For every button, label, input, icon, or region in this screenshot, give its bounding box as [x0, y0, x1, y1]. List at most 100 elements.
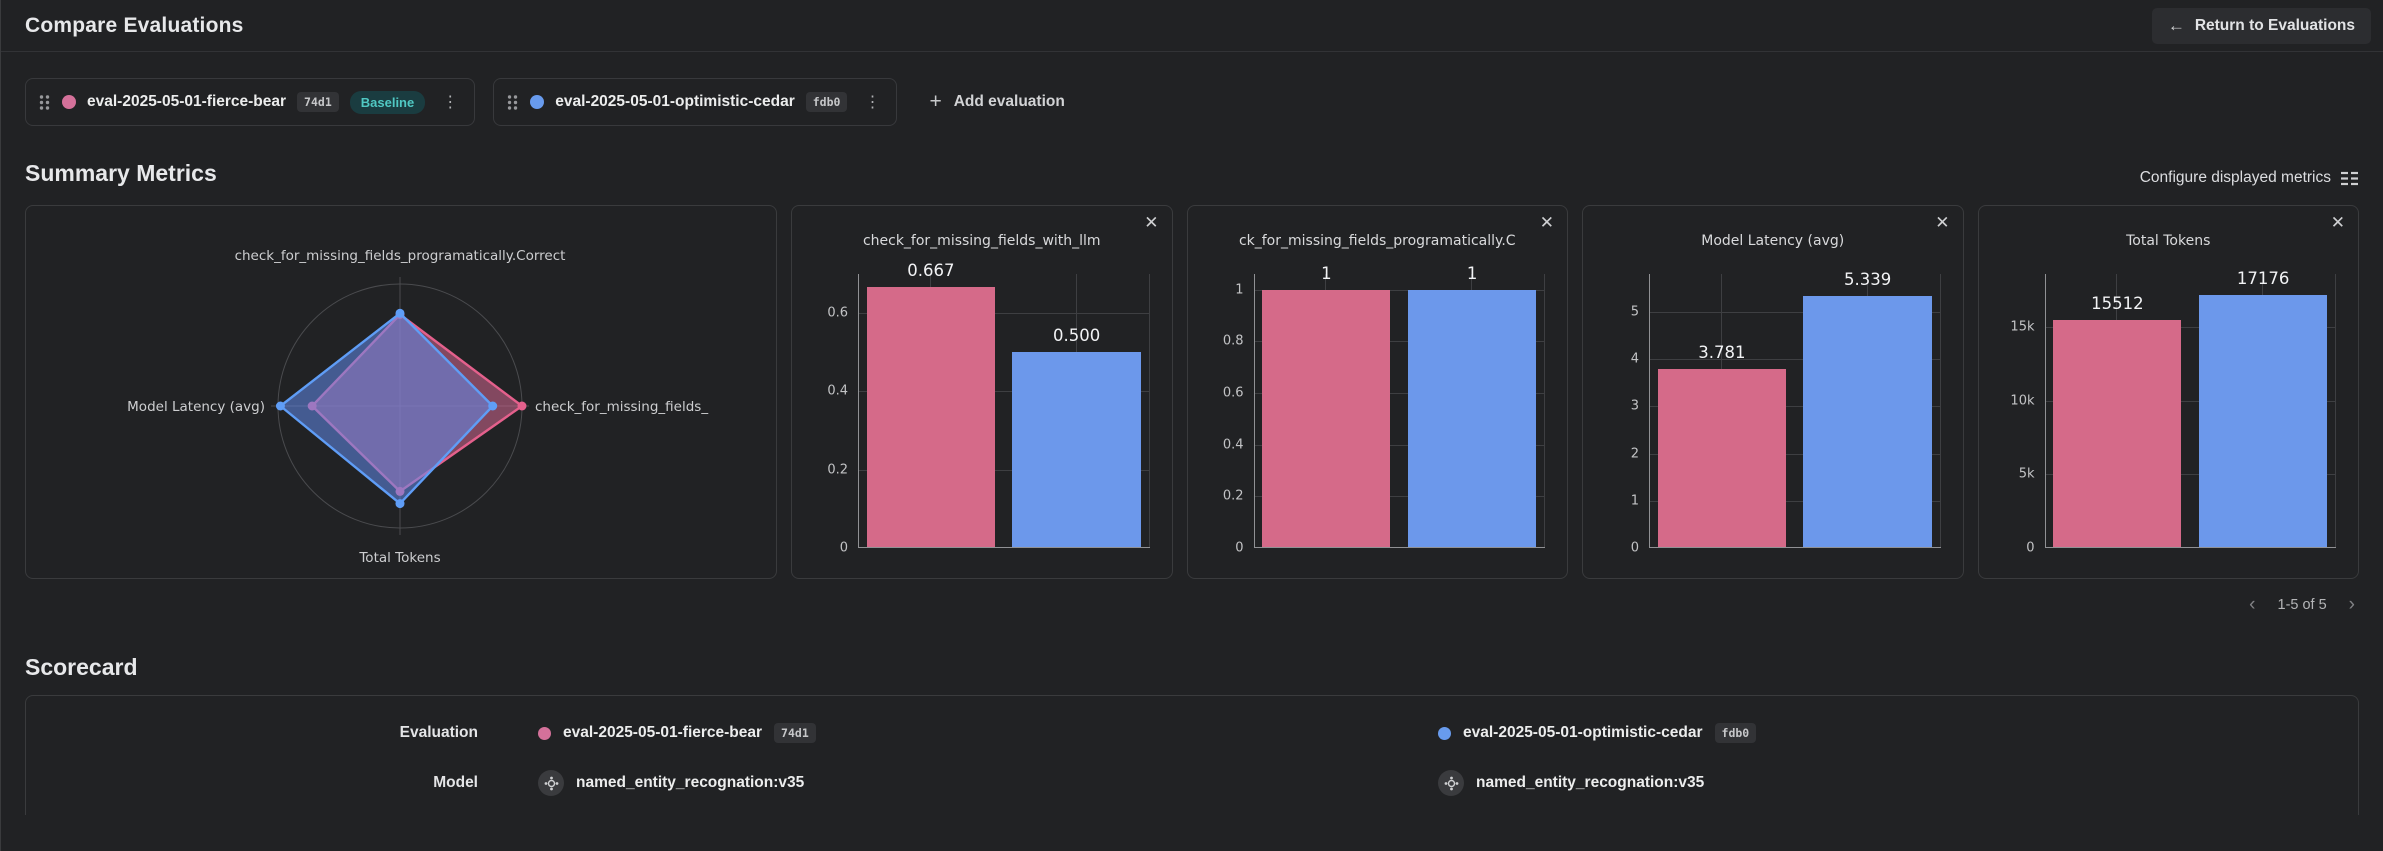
- bar-value-label: 0.667: [907, 260, 955, 280]
- close-icon[interactable]: ✕: [1539, 213, 1554, 232]
- radar-vertex-dot: [275, 401, 285, 411]
- scorecard-model-link[interactable]: named_entity_recognation:v35: [1402, 770, 2358, 796]
- chart-title-text: ck_for_missing_fields_programatically.C: [1238, 233, 1516, 249]
- add-evaluation-label: Add evaluation: [953, 93, 1065, 110]
- summary-metric-charts: check_for_missing_fields_programatically…: [1, 187, 2383, 579]
- kebab-menu-icon[interactable]: ⋮: [864, 94, 881, 111]
- x-axis-line: [1649, 547, 1941, 548]
- y-tick-label: 2: [1630, 446, 1639, 462]
- y-tick-label: 0.2: [1222, 488, 1244, 504]
- bar: [866, 286, 995, 547]
- summary-metrics-title: Summary Metrics: [25, 160, 217, 186]
- bar-value-label: 17176: [2236, 268, 2290, 288]
- y-axis-line: [2044, 274, 2046, 548]
- scorecard-eval-link[interactable]: eval-2025-05-01-fierce-bear 74d1: [502, 723, 1402, 743]
- y-tick-label: 0.2: [827, 462, 848, 478]
- gridline: [2335, 274, 2336, 548]
- previous-page-icon[interactable]: ‹: [2249, 594, 2256, 615]
- y-axis-line: [1649, 274, 1650, 548]
- bar-value-label: 3.781: [1698, 343, 1746, 363]
- radar-series-polygon: [279, 312, 494, 505]
- y-tick-label: 0: [1235, 540, 1244, 556]
- evaluation-chip[interactable]: eval-2025-05-01-optimistic-cedar fdb0 ⋮: [493, 78, 898, 126]
- gridline: [858, 469, 1150, 471]
- gridline: [1253, 392, 1545, 394]
- chart-title: ck_for_missing_fields_programatically.C: [1188, 233, 1568, 249]
- close-icon[interactable]: ✕: [1935, 213, 1950, 232]
- bar-chart-card: ✕ Model Latency (avg) 0 1 2 3 4 5 3.781 5.339: [1582, 205, 1964, 579]
- y-axis-line: [858, 274, 859, 548]
- chart-title: Total Tokens: [1979, 233, 2359, 249]
- bar: [1012, 352, 1141, 547]
- bar-value-label: 1: [1466, 263, 1478, 283]
- add-evaluation-button[interactable]: + Add evaluation: [915, 80, 1078, 124]
- y-tick-label: 0: [1630, 540, 1639, 556]
- y-tick-label: 0.6: [1222, 385, 1244, 401]
- row-label: Model: [433, 774, 478, 791]
- y-tick-label: 0: [2026, 540, 2035, 556]
- bar-value-label: 5.339: [1844, 269, 1892, 289]
- scorecard-eval-link[interactable]: eval-2025-05-01-optimistic-cedar fdb0: [1402, 723, 2358, 743]
- plus-icon: +: [929, 90, 942, 113]
- chart-title-text: Total Tokens: [2126, 233, 2211, 249]
- eval-name: eval-2025-05-01-fierce-bear: [563, 724, 763, 741]
- return-to-evaluations-button[interactable]: ← Return to Evaluations: [2151, 7, 2371, 44]
- page-title: Compare Evaluations: [25, 13, 244, 37]
- gridline: [1253, 341, 1545, 343]
- eval-hash-badge: 74d1: [297, 92, 339, 112]
- kebab-menu-icon[interactable]: ⋮: [442, 94, 459, 111]
- gridline: [1253, 444, 1545, 446]
- row-label: Evaluation: [399, 724, 478, 741]
- drag-handle-icon[interactable]: [38, 94, 51, 111]
- configure-displayed-metrics-button[interactable]: Configure displayed metrics: [2140, 169, 2359, 187]
- radar-axis-label: check_for_missing_fields_: [535, 399, 708, 415]
- y-axis-line: [1253, 274, 1255, 548]
- back-arrow-icon: ←: [2167, 15, 2185, 35]
- y-tick-label: 0.4: [1222, 437, 1244, 453]
- bar-plot-area: 0 0.2 0.4 0.6 0.8 1 1 1: [1223, 264, 1545, 556]
- y-tick-label: 0.8: [1222, 333, 1244, 349]
- y-tick-label: 15k: [2010, 319, 2035, 335]
- pagination-label: 1-5 of 5: [2277, 596, 2327, 613]
- baseline-badge: Baseline: [349, 90, 426, 114]
- bar-value-label: 1: [1321, 263, 1332, 283]
- gridline: [2044, 327, 2336, 329]
- bar: [2198, 294, 2328, 547]
- gridline: [1939, 274, 1941, 548]
- eval-color-dot: [530, 95, 545, 109]
- bar-plot-area: 0 5k 10k 15k 15512 17176: [2010, 269, 2336, 556]
- next-page-icon[interactable]: ›: [2348, 594, 2355, 615]
- radar-vertex-dot: [395, 499, 405, 509]
- configure-metrics-icon: [2340, 171, 2359, 186]
- x-axis-line: [1253, 547, 1545, 548]
- model-name: named_entity_recognation:v35: [576, 774, 805, 791]
- eval-name: eval-2025-05-01-optimistic-cedar: [1463, 724, 1703, 741]
- y-tick-label: 1: [1630, 493, 1639, 509]
- eval-name: eval-2025-05-01-optimistic-cedar: [555, 93, 795, 110]
- bar: [1407, 289, 1537, 547]
- bar-chart-card: ✕ ck_for_missing_fields_programatically.C…: [1186, 205, 1568, 579]
- gridline: [858, 391, 1150, 393]
- scorecard-table: Evaluation eval-2025-05-01-fierce-bear 7…: [25, 695, 2359, 815]
- radar-axis-label: Total Tokens: [358, 550, 440, 566]
- chart-title: Model Latency (avg): [1583, 233, 1963, 249]
- bar: [1803, 295, 1932, 547]
- drag-handle-icon[interactable]: [506, 94, 519, 111]
- y-tick-label: 4: [1630, 351, 1639, 367]
- radar-chart-card: check_for_missing_fields_programatically…: [25, 205, 777, 579]
- close-icon[interactable]: ✕: [2330, 213, 2345, 232]
- y-tick-label: 10k: [2010, 393, 2035, 409]
- y-tick-label: 5: [1630, 304, 1639, 320]
- scorecard-model-link[interactable]: named_entity_recognation:v35: [502, 770, 1402, 796]
- y-tick-label: 5k: [2018, 466, 2035, 482]
- close-icon[interactable]: ✕: [1144, 213, 1159, 232]
- bar-value-label: 15512: [2091, 293, 2144, 313]
- evaluation-chip-baseline[interactable]: eval-2025-05-01-fierce-bear 74d1 Baselin…: [25, 78, 476, 126]
- eval-hash-badge: fdb0: [1714, 723, 1757, 743]
- eval-color-dot: [1438, 726, 1451, 740]
- evaluation-chips-row: eval-2025-05-01-fierce-bear 74d1 Baselin…: [1, 52, 2383, 126]
- gridline: [1148, 274, 1150, 548]
- scorecard-title: Scorecard: [25, 654, 138, 680]
- y-tick-label: 1: [1235, 282, 1244, 297]
